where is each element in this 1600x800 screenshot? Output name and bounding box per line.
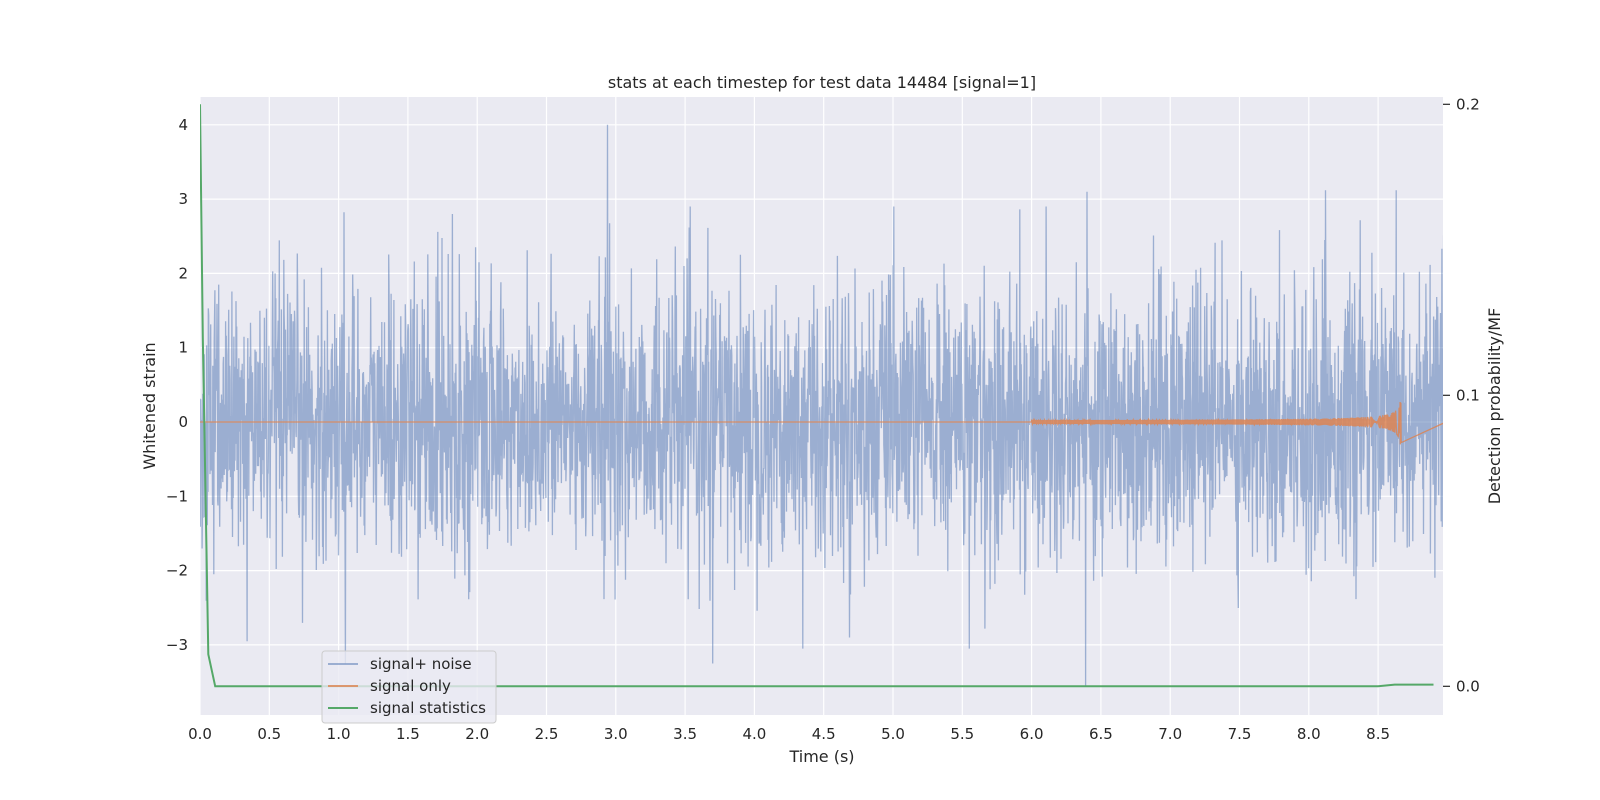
- legend-label-signal-only: signal only: [370, 677, 451, 695]
- x-axis-label: Time (s): [788, 747, 854, 766]
- legend-label-signal-statistics: signal statistics: [370, 699, 486, 717]
- y2-axis-label: Detection probability/MF: [1485, 308, 1504, 505]
- y-tick-label: −2: [166, 562, 188, 580]
- series-signal-statistics: [200, 104, 1434, 688]
- y-tick-label: 4: [178, 116, 188, 134]
- x-tick-label: 7.5: [1228, 725, 1252, 743]
- y2-axis-ticks: 0.2 0.1 0.0: [1443, 95, 1480, 695]
- legend: signal+ noise signal only signal statist…: [321, 650, 497, 724]
- x-tick-label: 1.0: [327, 725, 351, 743]
- x-tick-label: 1.5: [396, 725, 420, 743]
- x-tick-label: 3.0: [604, 725, 628, 743]
- x-tick-label: 8.0: [1297, 725, 1321, 743]
- legend-label-signal-noise: signal+ noise: [370, 655, 472, 673]
- signal-noise-line: [200, 124, 1443, 686]
- x-tick-label: 5.5: [950, 725, 974, 743]
- y-tick-label: 2: [178, 264, 188, 282]
- x-axis-ticks: 0.0 0.5 1.0 1.5 2.0 2.5 3.0 3.5 4.0 4.5 5.0 5.5 6.0 6…: [188, 725, 1390, 743]
- x-tick-label: 0.5: [257, 725, 281, 743]
- signal-only-line: [200, 402, 1443, 445]
- x-tick-label: 6.0: [1020, 725, 1044, 743]
- y-tick-label: 3: [178, 190, 188, 208]
- y2-tick-label: 0.1: [1456, 386, 1480, 404]
- y2-tick-label: 0.0: [1456, 677, 1480, 695]
- y-tick-label: 0: [178, 413, 188, 431]
- x-tick-label: 2.0: [465, 725, 489, 743]
- y2-tick-label: 0.2: [1456, 95, 1480, 113]
- x-tick-label: 3.5: [673, 725, 697, 743]
- y-axis-ticks: 4 3 2 1 0 −1 −2 −3: [166, 116, 188, 654]
- x-tick-label: 8.5: [1366, 725, 1390, 743]
- x-tick-label: 4.5: [812, 725, 836, 743]
- x-tick-label: 4.0: [742, 725, 766, 743]
- x-tick-label: 5.0: [881, 725, 905, 743]
- x-tick-label: 0.0: [188, 725, 212, 743]
- y-tick-label: 1: [178, 339, 188, 357]
- chart-title: stats at each timestep for test data 144…: [608, 73, 1036, 92]
- signal-statistics-line: [200, 104, 1434, 688]
- x-tick-label: 2.5: [535, 725, 559, 743]
- y-tick-label: −3: [166, 636, 188, 654]
- series-signal-noise: [200, 124, 1443, 686]
- y-axis-label: Whitened strain: [140, 342, 159, 469]
- legend-box: [321, 650, 497, 724]
- x-tick-label: 7.0: [1158, 725, 1182, 743]
- series-signal-only: [200, 402, 1443, 445]
- x-tick-label: 6.5: [1089, 725, 1113, 743]
- y-tick-label: −1: [166, 487, 188, 505]
